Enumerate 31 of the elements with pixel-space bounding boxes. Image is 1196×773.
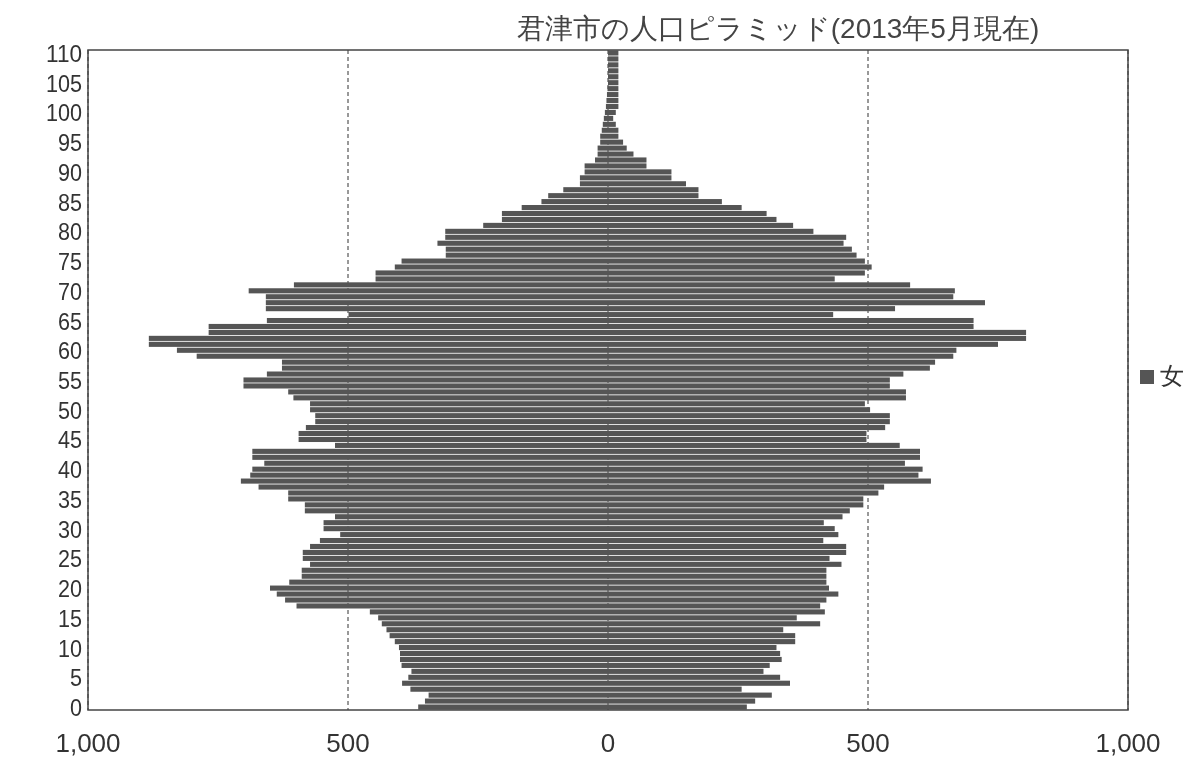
y-tick-label: 10: [58, 634, 85, 662]
chart-title: 君津市の人口ピラミッド(2013年5月現在): [516, 13, 1040, 44]
y-tick-label: 60: [58, 337, 85, 365]
legend-label: 女: [1160, 362, 1184, 389]
y-tick-label: 110: [46, 39, 85, 67]
y-tick-label: 20: [58, 575, 85, 603]
x-tick-label: 0: [600, 728, 616, 758]
x-tick-label: 500: [326, 728, 370, 758]
y-tick-label: 85: [58, 188, 85, 216]
y-tick-label: 90: [58, 158, 85, 186]
legend: 女: [1140, 362, 1184, 389]
x-tick-label: 1,000: [1095, 728, 1161, 758]
y-tick-label: 45: [58, 426, 85, 454]
y-tick-label: 40: [58, 456, 85, 484]
y-tick-label: 35: [58, 485, 85, 513]
y-tick-label: 75: [58, 248, 85, 276]
y-tick-label: 25: [58, 545, 85, 573]
x-tick-label: 1,000: [55, 728, 121, 758]
y-tick-label: 55: [58, 367, 85, 394]
x-tick-label: 500: [846, 728, 890, 758]
y-tick-label: 95: [58, 129, 85, 157]
y-tick-label: 0: [70, 694, 84, 722]
y-tick-label: 70: [58, 277, 85, 305]
y-tick-label: 5: [70, 664, 84, 692]
y-tick-label: 30: [58, 515, 85, 543]
y-tick-label: 80: [58, 218, 85, 246]
y-tick-label: 65: [58, 307, 85, 335]
y-tick-label: 50: [58, 396, 85, 424]
y-tick-label: 105: [46, 69, 87, 97]
y-tick-label: 15: [58, 604, 85, 632]
y-tick-label: 100: [46, 99, 87, 127]
